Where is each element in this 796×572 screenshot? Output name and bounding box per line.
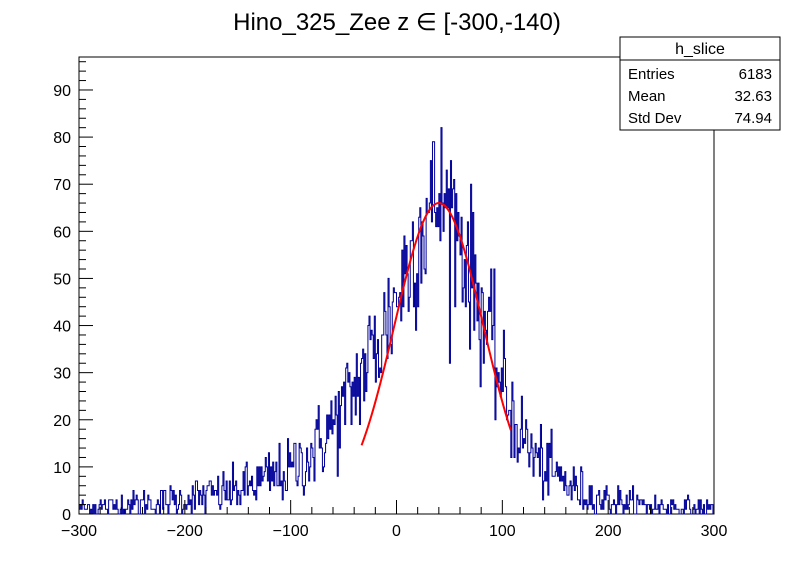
x-tick-label: 200	[595, 523, 622, 540]
stats-stddev-value: 74.94	[734, 110, 772, 127]
stats-stddev-label: Std Dev	[628, 110, 682, 127]
x-tick-label: −200	[167, 523, 203, 540]
plot-frame	[78, 56, 715, 515]
x-tick-label: −300	[61, 523, 97, 540]
y-axis: 0 10 20 30 40 50 60 70 80 90	[53, 61, 93, 524]
chart-title: Hino_325_Zee z ∈ [-300,-140)	[233, 9, 561, 36]
x-axis: −300 −200 −100 0 100 200 300	[61, 500, 727, 540]
x-tick-label: −100	[273, 523, 309, 540]
x-tick-label: 100	[489, 523, 516, 540]
stats-mean-value: 32.63	[734, 88, 772, 105]
x-tick-label: 300	[701, 523, 728, 540]
y-tick-label: 50	[53, 271, 71, 288]
axes	[78, 56, 715, 515]
histogram-series	[79, 127, 714, 515]
y-tick-label: 40	[53, 319, 71, 336]
x-tick-label: 0	[392, 523, 401, 540]
stats-entries-value: 6183	[739, 66, 772, 83]
stats-box-frame	[619, 36, 781, 131]
y-tick-label: 80	[53, 130, 71, 147]
gaussian-fit-curve	[360, 202, 512, 446]
stats-mean-label: Mean	[628, 88, 666, 105]
stats-title: h_slice	[675, 41, 725, 58]
y-tick-label: 30	[53, 366, 71, 383]
y-tick-label: 0	[62, 507, 71, 524]
stats-entries-label: Entries	[628, 66, 675, 83]
y-tick-label: 70	[53, 177, 71, 194]
y-tick-label: 90	[53, 83, 71, 100]
y-tick-label: 20	[53, 413, 71, 430]
y-tick-label: 60	[53, 224, 71, 241]
stats-box: h_slice Entries 6183 Mean 32.63 Std Dev …	[619, 36, 781, 131]
y-tick-label: 10	[53, 460, 71, 477]
